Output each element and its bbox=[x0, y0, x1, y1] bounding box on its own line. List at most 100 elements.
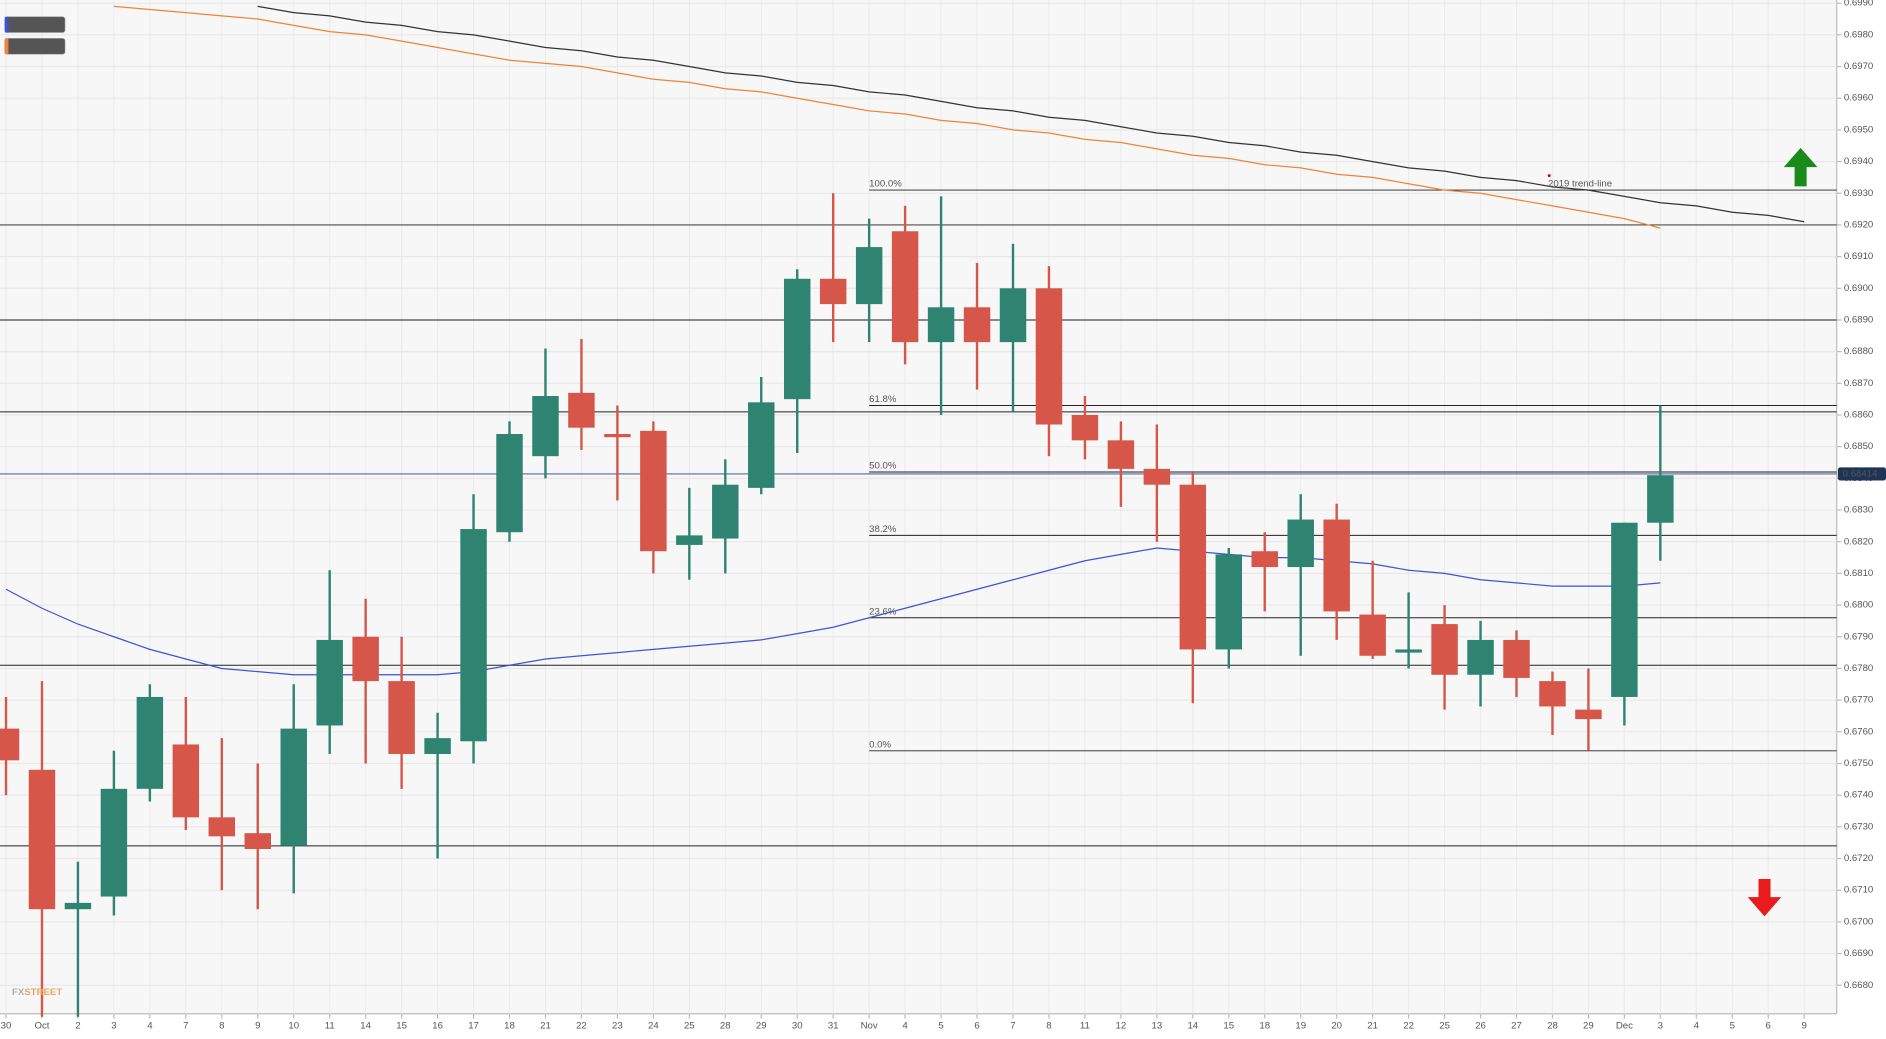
price-badge bbox=[1837, 467, 1886, 481]
y-tick-label: 0.6690 bbox=[1844, 948, 1873, 959]
candle-body bbox=[748, 402, 775, 488]
candle-body bbox=[1647, 475, 1674, 523]
y-tick-label: 0.6890 bbox=[1844, 315, 1873, 326]
y-tick-label: 0.6930 bbox=[1844, 188, 1873, 199]
candle-body bbox=[136, 696, 164, 789]
candle-body bbox=[783, 278, 811, 400]
y-tick-label: 0.6810 bbox=[1844, 568, 1873, 579]
up-arrow bbox=[1783, 147, 1818, 187]
y-tick-label: 0.6740 bbox=[1844, 790, 1873, 801]
candle-body bbox=[0, 728, 20, 761]
y-tick-label: 0.6820 bbox=[1844, 536, 1873, 547]
candle-body bbox=[64, 902, 92, 910]
trend-dot bbox=[1547, 174, 1551, 178]
x-tick-label: 27 bbox=[1511, 1020, 1522, 1031]
x-tick-label: 8 bbox=[219, 1020, 224, 1031]
x-tick-label: 23 bbox=[612, 1020, 623, 1031]
price-badge-label: 0.68414 bbox=[1843, 468, 1878, 479]
x-tick-label: 15 bbox=[1223, 1020, 1234, 1031]
x-tick-label: Oct bbox=[35, 1020, 50, 1031]
y-tick-label: 0.6720 bbox=[1844, 853, 1873, 864]
y-tick-label: 0.6980 bbox=[1844, 29, 1873, 40]
x-tick-label: 4 bbox=[1694, 1020, 1700, 1031]
x-tick-label: 13 bbox=[1152, 1020, 1163, 1031]
candle-body bbox=[1035, 288, 1063, 425]
candle-body bbox=[1107, 440, 1135, 469]
x-tick-label: 4 bbox=[902, 1020, 908, 1031]
candle-body bbox=[1611, 522, 1638, 697]
y-tick-label: 0.6940 bbox=[1844, 156, 1873, 167]
x-tick-label: 5 bbox=[1730, 1020, 1735, 1031]
axis-background bbox=[1836, 0, 1886, 1039]
x-tick-label: 7 bbox=[183, 1020, 188, 1031]
candle-body bbox=[963, 307, 991, 343]
y-tick-label: 0.6770 bbox=[1844, 695, 1873, 706]
candle-body bbox=[1179, 484, 1207, 650]
candle-body bbox=[172, 744, 200, 818]
x-tick-label: 20 bbox=[1331, 1020, 1342, 1031]
x-tick-label: 14 bbox=[1187, 1020, 1198, 1031]
y-tick-label: 0.6830 bbox=[1844, 505, 1873, 516]
y-tick-label: 0.6850 bbox=[1844, 441, 1873, 452]
x-tick-label: 5 bbox=[938, 1020, 943, 1031]
y-tick-label: 0.6680 bbox=[1844, 980, 1873, 991]
x-tick-label: 15 bbox=[396, 1020, 407, 1031]
candle-body bbox=[352, 636, 379, 682]
y-tick-label: 0.6790 bbox=[1844, 631, 1873, 642]
candle-body bbox=[388, 681, 415, 754]
watermark-fx: FX bbox=[12, 987, 25, 998]
plot-background bbox=[0, 0, 1837, 1014]
candle-body bbox=[1287, 519, 1314, 568]
x-tick-label: Nov bbox=[861, 1020, 878, 1031]
candle-body bbox=[316, 639, 343, 726]
candle-body bbox=[1323, 519, 1350, 612]
x-tick-label: 7 bbox=[1010, 1020, 1015, 1031]
candle-body bbox=[28, 769, 56, 910]
x-tick-label: 3 bbox=[1658, 1020, 1663, 1031]
y-tick-label: 0.6730 bbox=[1844, 821, 1873, 832]
x-tick-label: 30 bbox=[1, 1020, 12, 1031]
legend-label: SMA (200,0) bbox=[11, 41, 64, 52]
trend-line bbox=[257, 5, 1805, 223]
x-tick-label: 2 bbox=[75, 1020, 80, 1031]
fib-label: 61.8% bbox=[869, 394, 897, 405]
candle-body bbox=[1467, 639, 1494, 675]
candle-body bbox=[640, 430, 667, 552]
x-tick-label: 8 bbox=[1046, 1020, 1051, 1031]
candle-body bbox=[280, 728, 307, 846]
legend-swatch bbox=[4, 38, 9, 55]
candle-body bbox=[1143, 468, 1171, 485]
x-tick-label: 28 bbox=[1547, 1020, 1558, 1031]
x-tick-label: 18 bbox=[504, 1020, 515, 1031]
y-tick-label: 0.6750 bbox=[1844, 758, 1873, 769]
candle-body bbox=[244, 833, 271, 850]
candle-body bbox=[1575, 709, 1602, 720]
y-tick-label: 0.6800 bbox=[1844, 600, 1873, 611]
x-tick-label: 11 bbox=[325, 1020, 335, 1031]
x-tick-label: 9 bbox=[255, 1020, 260, 1031]
x-tick-label: 3 bbox=[111, 1020, 116, 1031]
y-tick-label: 0.6970 bbox=[1844, 61, 1873, 72]
x-tick-label: 25 bbox=[1439, 1020, 1450, 1031]
candle-body bbox=[999, 288, 1027, 343]
x-tick-label: 21 bbox=[540, 1020, 551, 1031]
y-tick-label: 0.6880 bbox=[1844, 346, 1873, 357]
y-tick-label: 0.6990 bbox=[1844, 0, 1873, 9]
x-tick-label: 22 bbox=[1403, 1020, 1414, 1031]
y-tick-label: 0.6760 bbox=[1844, 726, 1873, 737]
y-tick-label: 0.6920 bbox=[1844, 219, 1873, 230]
x-tick-label: 6 bbox=[974, 1020, 979, 1031]
candle-body bbox=[891, 231, 919, 343]
x-tick-label: 28 bbox=[720, 1020, 731, 1031]
x-tick-label: 16 bbox=[432, 1020, 443, 1031]
legend-swatch bbox=[4, 16, 9, 33]
fib-label: 0.0% bbox=[869, 739, 891, 750]
candle-body bbox=[1395, 649, 1422, 653]
x-tick-label: 14 bbox=[360, 1020, 371, 1031]
x-tick-label: 18 bbox=[1259, 1020, 1270, 1031]
x-tick-label: 4 bbox=[147, 1020, 153, 1031]
y-tick-label: 0.6710 bbox=[1844, 885, 1873, 896]
candle-body bbox=[1359, 614, 1386, 656]
